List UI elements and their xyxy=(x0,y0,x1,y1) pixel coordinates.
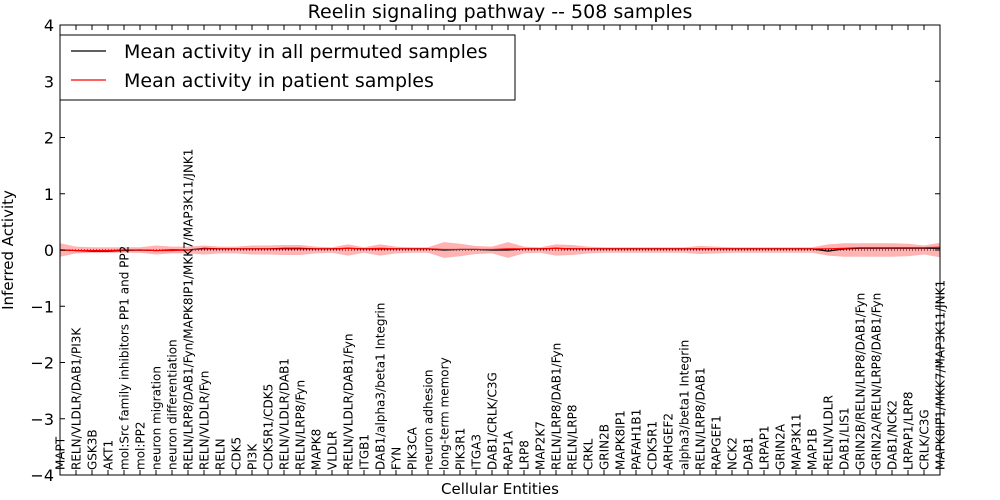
x-tick-label: PAFAH1B1 xyxy=(630,409,644,470)
x-tick-label: PIK3R1 xyxy=(454,428,468,470)
x-tick-label: GRIN2A xyxy=(774,423,788,470)
legend-label-patient: Mean activity in patient samples xyxy=(124,70,434,92)
x-tick-label: CRKL xyxy=(582,438,596,470)
x-tick-label: NCK2 xyxy=(726,437,740,470)
x-tick-label: MAP3K11 xyxy=(790,413,804,470)
x-tick-label: CDK5 xyxy=(230,437,244,470)
y-tick-label: 4 xyxy=(44,16,54,35)
plot-frame xyxy=(59,24,941,476)
x-tick-label: RELN/VLDLR xyxy=(822,395,836,470)
legend-label-permuted: Mean activity in all permuted samples xyxy=(124,41,487,63)
legend-frame xyxy=(59,34,516,101)
x-tick-label: FYN xyxy=(390,447,404,470)
x-tick-label: LRPAP1/LRP8 xyxy=(902,391,916,470)
x-tick-label: RAP1A xyxy=(502,430,516,470)
x-tick-label: PIK3CA xyxy=(406,426,420,470)
y-tick-label: 0 xyxy=(44,241,54,260)
x-tick-label: RELN/LRP8/DAB1 xyxy=(694,367,708,470)
x-tick-label: RAPGEF1 xyxy=(710,415,724,470)
chart-title: Reelin signaling pathway -- 508 samples xyxy=(308,1,693,23)
x-tick-label: mol:PP2 xyxy=(134,421,148,470)
y-tick-label: −1 xyxy=(30,297,54,316)
x-tick-label: MAPK8 xyxy=(310,429,324,470)
x-tick-label: MAPK8IP1 xyxy=(614,410,628,470)
x-tick-label: neuron migration xyxy=(150,366,164,470)
x-tick-label: DAB1/CRLK/C3G xyxy=(486,372,500,470)
x-tick-label: CRLK/C3G xyxy=(918,409,932,470)
x-tick-label: DAB1 xyxy=(742,437,756,470)
x-tick-label: RELN/LRP8/DAB1/Fyn/MAPK8IP1/MKK7/MAP3K11… xyxy=(182,149,196,470)
x-tick-label: mol:Src family inhibitors PP1 and PP2 xyxy=(118,246,132,470)
y-tick-label: −4 xyxy=(30,466,54,485)
x-tick-label: RELN/VLDLR/Fyn xyxy=(198,371,212,470)
x-tick-label: ITGA3 xyxy=(470,434,484,470)
x-tick-label: RELN/VLDLR/DAB1/PI3K xyxy=(70,327,84,470)
x-tick-label: MAP2K7 xyxy=(534,421,548,470)
series-line-layer xyxy=(59,246,941,252)
x-tick-label: DAB1/NCK2 xyxy=(886,400,900,470)
x-tick-label: RELN/VLDLR/DAB1/Fyn xyxy=(342,334,356,470)
x-tick-label: LRPAP1 xyxy=(758,425,772,470)
x-tick-layer: MAPT RELN/VLDLR/DAB1/PI3K GSK3B AKT1 mol:Src… xyxy=(54,25,948,475)
y-tick-label: 3 xyxy=(44,72,54,91)
y-tick-label: 2 xyxy=(44,129,54,148)
x-tick-label: LRP8 xyxy=(518,440,532,470)
x-tick-label: GRIN2A/RELN/LRP8/DAB1/Fyn xyxy=(870,293,884,470)
x-tick-label: CDK5R1 xyxy=(646,421,660,470)
y-tick-label: 1 xyxy=(44,185,54,204)
x-tick-label: VLDLR xyxy=(326,431,340,470)
x-tick-label: RELN/LRP8/Fyn xyxy=(294,380,308,470)
y-axis-label: Inferred Activity xyxy=(0,190,17,310)
y-tick-layer: 4 3 2 1 0 −1 −2 −3 −4 xyxy=(30,16,940,485)
legend: Mean activity in all permuted samples Me… xyxy=(59,34,516,101)
x-tick-label: neuron differentiation xyxy=(166,339,180,470)
x-tick-label: GSK3B xyxy=(86,429,100,470)
x-tick-label: long-term memory xyxy=(438,357,452,470)
x-tick-label: RELN/LRP8 xyxy=(566,404,580,470)
x-tick-label: DAB1/alpha3/beta1 Integrin xyxy=(374,303,388,470)
x-tick-label: ITGB1 xyxy=(358,434,372,470)
plot-area: MAPT RELN/VLDLR/DAB1/PI3K GSK3B AKT1 mol:Src… xyxy=(30,16,947,485)
x-tick-label: DAB1/LIS1 xyxy=(838,407,852,470)
patient-mean-line xyxy=(59,246,941,252)
y-tick-label: −3 xyxy=(30,410,54,429)
x-tick-label: alpha3/beta1 Integrin xyxy=(678,340,692,470)
x-tick-label: AKT1 xyxy=(102,440,116,470)
x-tick-label: GRIN2B xyxy=(598,424,612,470)
x-tick-label: RELN xyxy=(214,438,228,470)
x-tick-label: MAP1B xyxy=(806,428,820,470)
x-tick-label: PI3K xyxy=(246,443,260,470)
x-tick-label: CDK5R1/CDK5 xyxy=(262,384,276,470)
x-axis-label: Cellular Entities xyxy=(441,480,559,498)
x-tick-label: neuron adhesion xyxy=(422,369,436,470)
y-tick-label: −2 xyxy=(30,354,54,373)
x-tick-label: ARHGEF2 xyxy=(662,413,676,470)
x-tick-label: RELN/LRP8/DAB1/Fyn xyxy=(550,343,564,470)
x-tick-label: GRIN2B/RELN/LRP8/DAB1/Fyn xyxy=(854,293,868,470)
x-tick-label: RELN/VLDLR/DAB1 xyxy=(278,358,292,470)
